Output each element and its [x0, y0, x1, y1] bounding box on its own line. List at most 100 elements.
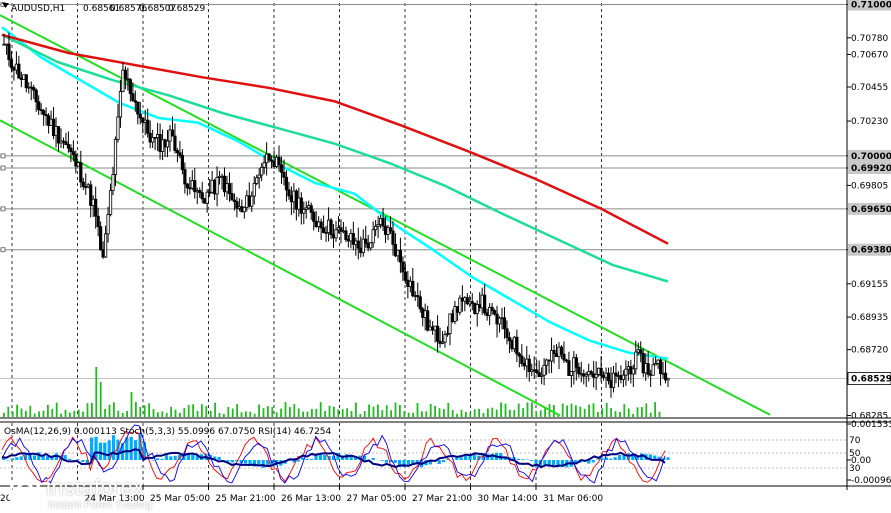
candle-body: [185, 183, 189, 189]
level-anchor: [0, 247, 6, 253]
candle-body: [455, 306, 460, 313]
volume-bar: [319, 402, 322, 417]
volume-bar: [258, 404, 260, 417]
candle-body: [14, 63, 18, 71]
volume-bar: [302, 411, 304, 417]
osma-bar: [327, 455, 331, 460]
volume-bar: [473, 409, 476, 417]
chart-title: AUDUSD,H1: [11, 4, 65, 14]
candle-body: [502, 317, 507, 330]
candle-body: [56, 126, 61, 144]
volume-bar: [33, 413, 36, 417]
volume-bar: [117, 410, 120, 417]
volume-bar: [157, 412, 159, 417]
candle-body: [485, 312, 489, 317]
osma-bar: [41, 455, 45, 460]
volume-bar: [597, 411, 599, 417]
volume-bar: [614, 411, 617, 417]
osma-bar: [98, 442, 102, 460]
osc-left-tick-label: 0.0015332: [851, 420, 891, 430]
volume-bar: [227, 406, 230, 417]
candle-body: [188, 187, 192, 190]
osma-bar: [653, 455, 657, 460]
osma-bar: [472, 453, 476, 460]
candle-body: [582, 373, 586, 377]
candle-body: [312, 211, 316, 222]
candle-body: [66, 144, 71, 149]
volume-bar: [280, 408, 282, 417]
volume-bar: [284, 402, 287, 417]
candle-body: [133, 100, 137, 103]
osma-bar: [257, 460, 261, 466]
osma-bar: [349, 454, 353, 460]
oscillator-lines: [1, 424, 666, 484]
price-tick-label: 0.70455: [851, 83, 888, 93]
candle-body: [396, 250, 400, 257]
osma-bar: [266, 460, 270, 466]
osma-bar: [402, 460, 406, 467]
candle-body: [569, 371, 573, 377]
level-label-box: [848, 243, 891, 256]
osma-bar: [76, 459, 80, 460]
candle-body: [304, 207, 308, 210]
osma-bar: [618, 454, 622, 460]
osma-bar: [164, 455, 168, 460]
candle-body: [230, 193, 234, 201]
volume-bar: [139, 406, 142, 417]
candle-body: [309, 205, 313, 213]
candle-body: [416, 295, 420, 298]
volume-bar: [29, 405, 32, 417]
candle-body: [39, 109, 43, 112]
oscillator-label: OsMA(12,26,9) 0.000113 Stoch(5,3,3) 55.0…: [4, 427, 332, 437]
osma-bar: [657, 456, 661, 460]
volume-bar: [627, 408, 630, 417]
osma-bar: [248, 460, 252, 466]
candle-body: [235, 201, 239, 209]
candle-body: [22, 74, 26, 80]
candle-body: [131, 93, 135, 102]
ohlc-value: 0.68507: [139, 4, 176, 14]
candle-body: [401, 261, 405, 273]
candle-body: [220, 175, 224, 178]
volume-bar: [148, 403, 150, 417]
candle-body: [195, 190, 199, 193]
price-tick-label: 0.69650: [851, 205, 891, 215]
candle-body: [24, 74, 28, 89]
candle-body: [121, 69, 125, 92]
price-tick-label: 0.68720: [851, 346, 888, 356]
candle-body: [458, 297, 462, 313]
osma-bar: [2, 458, 6, 460]
candle-body: [527, 358, 531, 373]
osma-bar: [587, 460, 591, 464]
candle-body: [294, 190, 298, 210]
candle-body: [374, 225, 378, 231]
candle-body: [371, 229, 375, 244]
candle-body: [180, 155, 184, 171]
candle-body: [222, 175, 227, 193]
candle-body: [76, 162, 80, 167]
volume-bar: [165, 412, 168, 417]
volume-bar: [130, 392, 133, 417]
candle-body: [46, 115, 51, 126]
candle-body: [428, 326, 432, 331]
candle-body: [173, 135, 177, 151]
candle-body: [468, 301, 472, 305]
volume-bar: [385, 405, 388, 417]
osma-bar: [626, 453, 630, 460]
candle-body: [118, 91, 123, 118]
candle-body: [74, 154, 78, 167]
candle-body: [265, 153, 269, 164]
osma-bar: [173, 455, 177, 460]
volume-bar: [487, 408, 489, 417]
osma-bar: [107, 440, 111, 460]
osma-bar: [380, 460, 384, 461]
candle-body: [99, 226, 103, 251]
candle-body: [431, 326, 435, 331]
osma-bar: [362, 455, 366, 460]
volume-bar: [403, 411, 406, 417]
candle-body: [317, 221, 321, 227]
osma-bar: [556, 460, 560, 468]
candle-body: [386, 227, 390, 235]
volume-bar: [245, 411, 247, 417]
